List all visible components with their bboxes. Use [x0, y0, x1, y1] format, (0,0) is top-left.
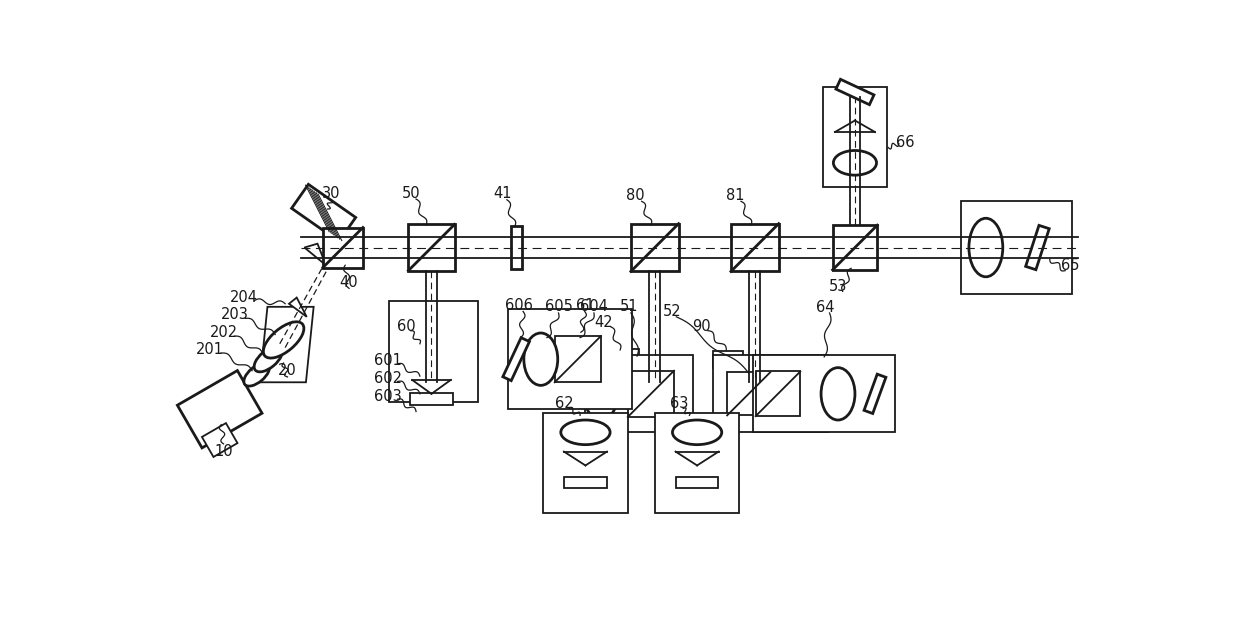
- Bar: [823, 87, 887, 188]
- Text: 66: 66: [895, 134, 914, 150]
- Ellipse shape: [821, 368, 854, 420]
- Text: 52: 52: [662, 304, 681, 319]
- Bar: [503, 338, 529, 381]
- Text: 50: 50: [402, 186, 420, 201]
- Text: 53: 53: [828, 279, 847, 293]
- Text: 605: 605: [544, 300, 573, 314]
- Bar: [713, 351, 743, 368]
- Text: 60: 60: [397, 319, 415, 334]
- Text: 81: 81: [727, 188, 745, 204]
- Bar: [202, 423, 238, 457]
- Bar: [864, 374, 885, 413]
- Ellipse shape: [833, 150, 877, 175]
- Text: 64: 64: [816, 300, 835, 315]
- Text: 601: 601: [374, 353, 402, 368]
- Bar: [322, 228, 363, 267]
- Bar: [389, 301, 477, 402]
- Ellipse shape: [560, 420, 610, 444]
- Text: 602: 602: [374, 371, 402, 386]
- Ellipse shape: [672, 420, 722, 444]
- Bar: [291, 184, 356, 241]
- Bar: [564, 477, 606, 488]
- Bar: [836, 79, 874, 105]
- Bar: [601, 349, 639, 369]
- Text: 61: 61: [577, 298, 595, 313]
- Text: 30: 30: [322, 186, 341, 201]
- Ellipse shape: [263, 322, 304, 358]
- Bar: [713, 355, 828, 432]
- Text: 41: 41: [494, 186, 512, 201]
- Text: 62: 62: [554, 396, 573, 412]
- Text: 20: 20: [278, 363, 296, 378]
- Ellipse shape: [254, 347, 283, 372]
- Bar: [631, 223, 678, 271]
- Polygon shape: [289, 298, 306, 317]
- Bar: [961, 201, 1073, 294]
- Bar: [810, 376, 828, 411]
- Text: 604: 604: [580, 300, 608, 314]
- Ellipse shape: [244, 363, 269, 386]
- Bar: [676, 477, 718, 488]
- Ellipse shape: [968, 219, 1003, 277]
- Polygon shape: [304, 244, 326, 265]
- Text: 606: 606: [505, 298, 532, 313]
- Bar: [655, 413, 739, 513]
- Bar: [755, 371, 800, 416]
- Bar: [554, 336, 601, 383]
- Ellipse shape: [584, 368, 618, 420]
- Ellipse shape: [776, 368, 810, 420]
- Ellipse shape: [523, 333, 558, 386]
- Bar: [410, 393, 453, 405]
- Bar: [511, 227, 522, 269]
- Text: 202: 202: [210, 325, 238, 340]
- Text: 10: 10: [215, 444, 233, 459]
- Bar: [508, 309, 631, 409]
- Text: 80: 80: [626, 188, 645, 204]
- Bar: [727, 372, 770, 415]
- Bar: [585, 355, 693, 432]
- Ellipse shape: [404, 323, 459, 349]
- Text: 63: 63: [670, 396, 688, 412]
- Text: 42: 42: [594, 314, 613, 330]
- Bar: [627, 371, 675, 417]
- Text: 203: 203: [221, 307, 249, 322]
- Bar: [177, 371, 262, 448]
- Polygon shape: [259, 307, 314, 383]
- Bar: [1025, 225, 1049, 270]
- Bar: [753, 355, 895, 432]
- Text: 603: 603: [374, 389, 402, 404]
- Bar: [543, 413, 627, 513]
- Text: 204: 204: [231, 290, 258, 305]
- Bar: [408, 225, 455, 271]
- Bar: [730, 223, 779, 271]
- Bar: [832, 225, 877, 270]
- Text: 201: 201: [196, 342, 223, 357]
- Text: 40: 40: [340, 275, 358, 290]
- Text: 65: 65: [1061, 258, 1080, 273]
- Text: 90: 90: [692, 319, 711, 334]
- Text: 51: 51: [620, 300, 639, 314]
